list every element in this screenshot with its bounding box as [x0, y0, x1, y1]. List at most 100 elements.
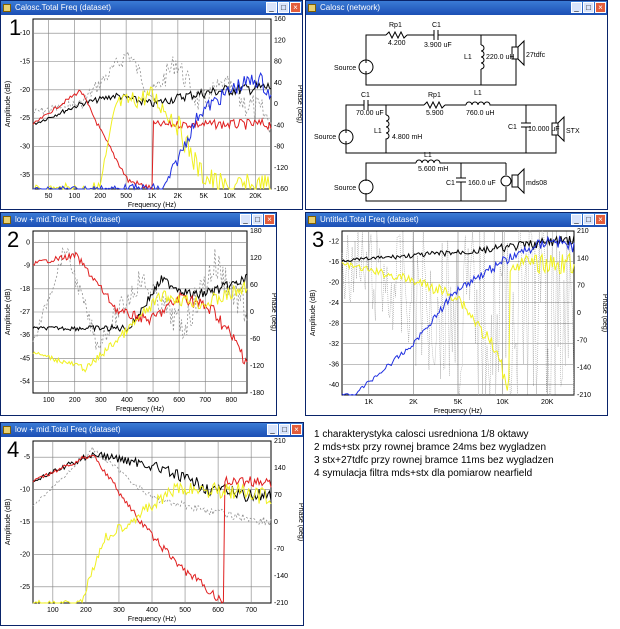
- badge-2: 2: [7, 227, 20, 252]
- y-tick-label: -15: [20, 519, 30, 526]
- y-tick-label: -20: [20, 87, 30, 94]
- y-tick-label: -27: [20, 309, 30, 316]
- close-button[interactable]: ×: [264, 214, 275, 225]
- app-icon: [3, 216, 11, 224]
- label-l1-mid2: L1: [374, 128, 382, 135]
- y-right-axis-label: Phase (deg): [601, 294, 607, 332]
- y-right-tick-label: -140: [577, 365, 591, 372]
- label-c1-mid2-val: 10.000 uF: [528, 126, 560, 133]
- window-titlebar[interactable]: Calosc (network) _ □ ×: [306, 1, 607, 15]
- label-l1-top-val: 220.0 uH: [486, 54, 514, 61]
- close-button[interactable]: ×: [595, 2, 606, 13]
- label-c1-mid-val: 70.00 uF: [356, 110, 384, 117]
- y-axis-label: Amplitude (dB): [5, 289, 12, 335]
- window-calosc-total-freq[interactable]: Calosc.Total Freq (dataset) _ □ × -10 -15…: [0, 0, 303, 210]
- note-2: 2 mds+stx przy rownej bramce 24ms bez wy…: [314, 442, 547, 453]
- series-low-red: [32, 454, 272, 604]
- y-tick-label: -36: [329, 361, 339, 368]
- inductor-l1-mid: [465, 101, 536, 106]
- x-tick-label: 400: [146, 607, 158, 614]
- y-right-tick-label: 140: [577, 255, 589, 262]
- x-tick-label: 300: [113, 607, 125, 614]
- window-title: low + mid.Total Freq (dataset): [15, 215, 121, 224]
- y-tick-label: -40: [329, 382, 339, 389]
- x-tick-label: 10K: [223, 193, 236, 200]
- window-titlebar[interactable]: low + mid.Total Freq (dataset) _ □ ×: [1, 423, 303, 437]
- window-calosc-network[interactable]: Calosc (network) _ □ ×: [305, 0, 608, 210]
- window-title: Untitled.Total Freq (dataset): [320, 215, 419, 224]
- close-button[interactable]: ×: [291, 424, 302, 435]
- y-tick-label: -36: [20, 332, 30, 339]
- resistor-rp1-mid: [423, 100, 446, 110]
- maximize-button[interactable]: □: [278, 2, 289, 13]
- x-axis-label: Frequency (Hz): [434, 408, 482, 415]
- window-untitled-total-freq[interactable]: Untitled.Total Freq (dataset) _ □ × -12 -…: [305, 212, 608, 416]
- label-drv-mid: STX: [566, 128, 580, 135]
- label-c1-mid2: C1: [508, 124, 517, 131]
- close-button[interactable]: ×: [595, 214, 606, 225]
- label-rp1-mid-val: 5.900: [426, 110, 444, 117]
- y-right-tick-label: -210: [274, 600, 288, 607]
- y-tick-label: -20: [20, 551, 30, 558]
- window-titlebar[interactable]: low + mid.Total Freq (dataset) _ □ ×: [1, 213, 276, 227]
- y-right-tick-label: -70: [274, 546, 284, 553]
- minimize-button[interactable]: _: [571, 214, 582, 225]
- maximize-button[interactable]: □: [583, 2, 594, 13]
- y-tick-label: -35: [20, 172, 30, 179]
- window-low-mid-total-freq[interactable]: low + mid.Total Freq (dataset) _ □ × 0 -9…: [0, 212, 277, 416]
- x-tick-label: 5K: [199, 193, 208, 200]
- y-right-tick-label: -160: [274, 186, 288, 193]
- x-tick-label: 500: [120, 193, 132, 200]
- maximize-button[interactable]: □: [583, 214, 594, 225]
- note-1: 1 charakterystyka calosci usredniona 1/8…: [314, 429, 529, 440]
- x-tick-label: 500: [147, 397, 159, 404]
- y-tick-label: -9: [24, 263, 30, 270]
- x-tick-label: 10K: [496, 399, 509, 406]
- note-4: 4 symulacja filtra mds+stx dla pomiarow …: [314, 468, 533, 479]
- y-right-tick-label: -120: [274, 165, 288, 172]
- x-tick-label: 800: [225, 397, 237, 404]
- maximize-button[interactable]: □: [279, 424, 290, 435]
- series-low-red: [32, 89, 272, 191]
- x-tick-label: 300: [95, 397, 107, 404]
- x-tick-label: 20K: [249, 193, 262, 200]
- y-tick-label: -24: [329, 300, 339, 307]
- resistor-rp1-top: [385, 30, 408, 40]
- label-rp1-top: Rp1: [389, 22, 402, 29]
- app-icon: [308, 216, 316, 224]
- app-icon: [3, 426, 11, 434]
- minimize-button[interactable]: _: [267, 424, 278, 435]
- y-right-tick-label: -80: [274, 144, 284, 151]
- y-tick-label: -12: [329, 238, 339, 245]
- x-tick-label: 100: [43, 397, 55, 404]
- y-right-axis-label: Phase (deg): [297, 503, 303, 541]
- x-tick-label: 100: [47, 607, 59, 614]
- x-tick-label: 600: [173, 397, 185, 404]
- plot-3: -12 -16 -20 -24 -28 -32 -36 -40 210 140 70 0 -70 -140…: [306, 227, 607, 415]
- y-right-tick-label: 140: [274, 465, 286, 472]
- window-titlebar[interactable]: Calosc.Total Freq (dataset) _ □ ×: [1, 1, 302, 15]
- window-title: low + mid.Total Freq (dataset): [15, 425, 121, 434]
- minimize-button[interactable]: _: [266, 2, 277, 13]
- label-l1-top: L1: [464, 54, 472, 61]
- close-button[interactable]: ×: [290, 2, 301, 13]
- series-phase-gray: [32, 247, 248, 350]
- label-source-mid: Source: [314, 134, 336, 141]
- y-right-tick-label: 210: [577, 228, 589, 235]
- maximize-button[interactable]: □: [252, 214, 263, 225]
- minimize-button[interactable]: _: [571, 2, 582, 13]
- y-tick-label: -45: [20, 355, 30, 362]
- y-tick-label: -28: [329, 320, 339, 327]
- series-phase-gray: [32, 50, 272, 134]
- minimize-button[interactable]: _: [240, 214, 251, 225]
- window-titlebar[interactable]: Untitled.Total Freq (dataset) _ □ ×: [306, 213, 607, 227]
- y-axis-label: Amplitude (dB): [310, 290, 317, 336]
- series-high-blue: [341, 235, 575, 396]
- window-low-mid-total-freq-4[interactable]: low + mid.Total Freq (dataset) _ □ × -5 -…: [0, 422, 304, 626]
- x-axis-label: Frequency (Hz): [128, 202, 176, 209]
- y-right-tick-label: -60: [250, 336, 260, 343]
- y-right-tick-label: 80: [274, 59, 282, 66]
- label-c1-bot-val: 160.0 uF: [468, 180, 496, 187]
- label-c1-top: C1: [432, 22, 441, 29]
- y-tick-label: -10: [20, 30, 30, 37]
